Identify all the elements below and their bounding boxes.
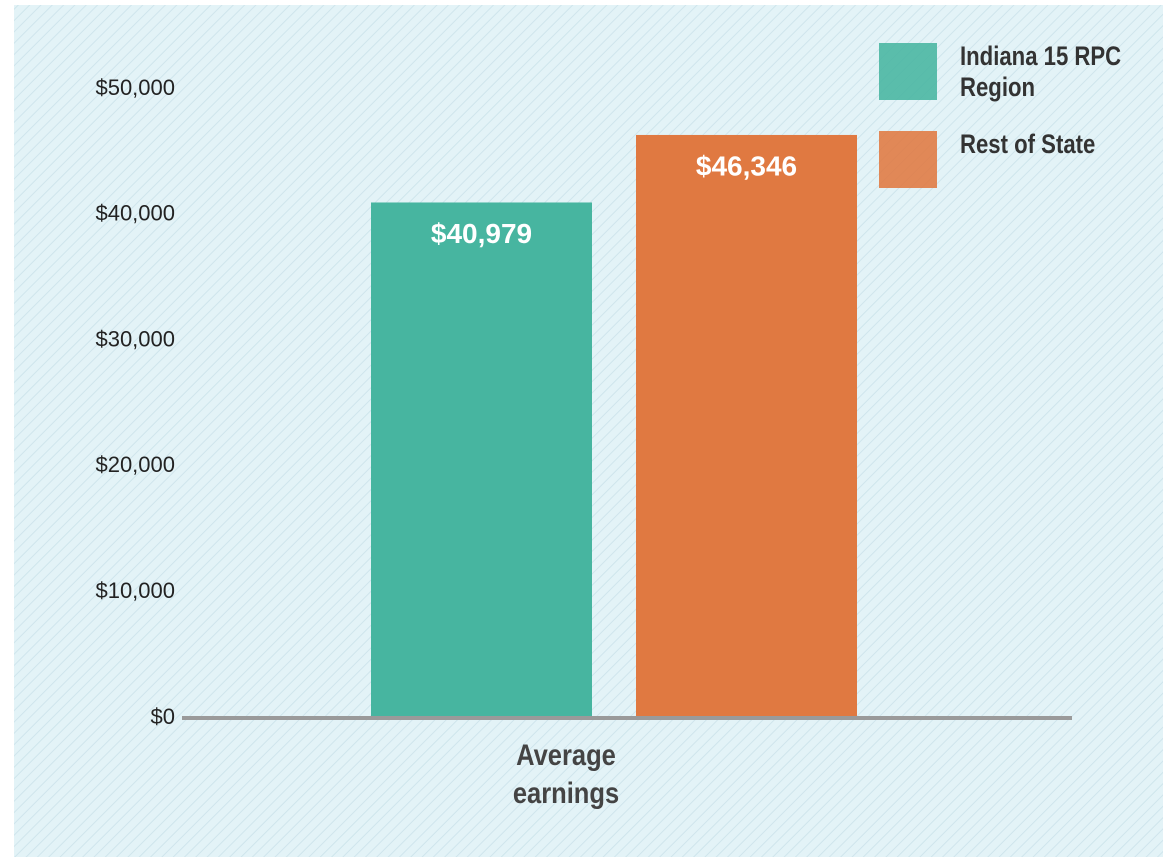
y-tick-label: $10,000 xyxy=(95,578,175,603)
bar xyxy=(371,202,592,718)
y-tick-label: $30,000 xyxy=(95,326,175,351)
bar xyxy=(636,134,857,719)
value-label: $40,979 xyxy=(431,218,532,249)
y-tick-label: $50,000 xyxy=(95,75,175,100)
legend-swatch xyxy=(879,131,937,188)
legend-swatch xyxy=(879,43,937,100)
x-tick-label: Average earnings xyxy=(512,739,620,810)
legend-item: Rest of State xyxy=(879,129,1160,188)
legend-label: Rest of State xyxy=(960,129,1096,159)
legend-item: Indiana 15 RPC Region xyxy=(879,41,1160,103)
y-tick-label: $40,000 xyxy=(95,201,175,226)
y-tick-label: $20,000 xyxy=(95,452,175,477)
value-label: $46,346 xyxy=(696,150,797,181)
legend-label: Indiana 15 RPC Region xyxy=(960,41,1122,102)
y-tick-label: $0 xyxy=(151,704,175,729)
